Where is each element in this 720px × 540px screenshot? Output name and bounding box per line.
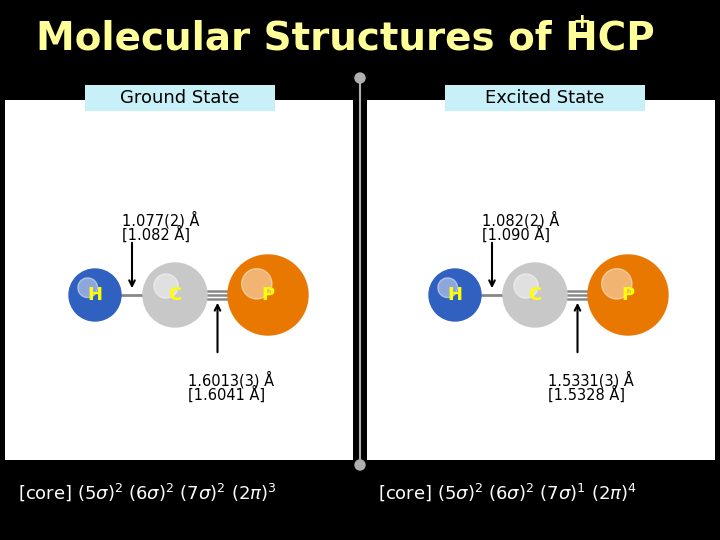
Text: 1.5331(3) Å: 1.5331(3) Å: [547, 371, 634, 389]
Circle shape: [438, 278, 458, 298]
Text: C: C: [168, 286, 181, 304]
Text: [1.090 Å]: [1.090 Å]: [482, 225, 550, 242]
Text: Excited State: Excited State: [485, 89, 605, 107]
Text: C: C: [528, 286, 541, 304]
Text: [1.5328 Å]: [1.5328 Å]: [547, 386, 624, 403]
Bar: [85, 85, 275, 111]
Circle shape: [154, 274, 179, 298]
Bar: [367, 100, 715, 460]
Circle shape: [143, 263, 207, 327]
Circle shape: [355, 73, 365, 83]
Bar: [5, 100, 353, 460]
Circle shape: [78, 278, 98, 298]
Circle shape: [602, 268, 632, 299]
Text: H: H: [88, 286, 102, 304]
Text: [core] (5$\sigma$)$^2$ (6$\sigma$)$^2$ (7$\sigma$)$^2$ (2$\pi$)$^3$: [core] (5$\sigma$)$^2$ (6$\sigma$)$^2$ (…: [18, 481, 276, 503]
Text: [1.082 Å]: [1.082 Å]: [122, 225, 190, 242]
Text: [1.6041 Å]: [1.6041 Å]: [187, 386, 265, 403]
Text: Molecular Structures of HCP: Molecular Structures of HCP: [35, 19, 654, 57]
Text: 1.082(2) Å: 1.082(2) Å: [482, 211, 559, 229]
Circle shape: [503, 263, 567, 327]
Circle shape: [429, 269, 481, 321]
Circle shape: [242, 268, 272, 299]
Text: P: P: [621, 286, 634, 304]
Text: H: H: [448, 286, 462, 304]
Circle shape: [355, 460, 365, 470]
Text: +: +: [573, 12, 592, 32]
Bar: [445, 85, 645, 111]
Circle shape: [69, 269, 121, 321]
Text: P: P: [261, 286, 274, 304]
Text: 1.6013(3) Å: 1.6013(3) Å: [187, 371, 274, 389]
Text: Ground State: Ground State: [120, 89, 240, 107]
Text: 1.077(2) Å: 1.077(2) Å: [122, 211, 199, 229]
Text: [core] (5$\sigma$)$^2$ (6$\sigma$)$^2$ (7$\sigma$)$^1$ (2$\pi$)$^4$: [core] (5$\sigma$)$^2$ (6$\sigma$)$^2$ (…: [378, 481, 637, 503]
Circle shape: [588, 255, 668, 335]
Circle shape: [514, 274, 538, 298]
Circle shape: [228, 255, 308, 335]
